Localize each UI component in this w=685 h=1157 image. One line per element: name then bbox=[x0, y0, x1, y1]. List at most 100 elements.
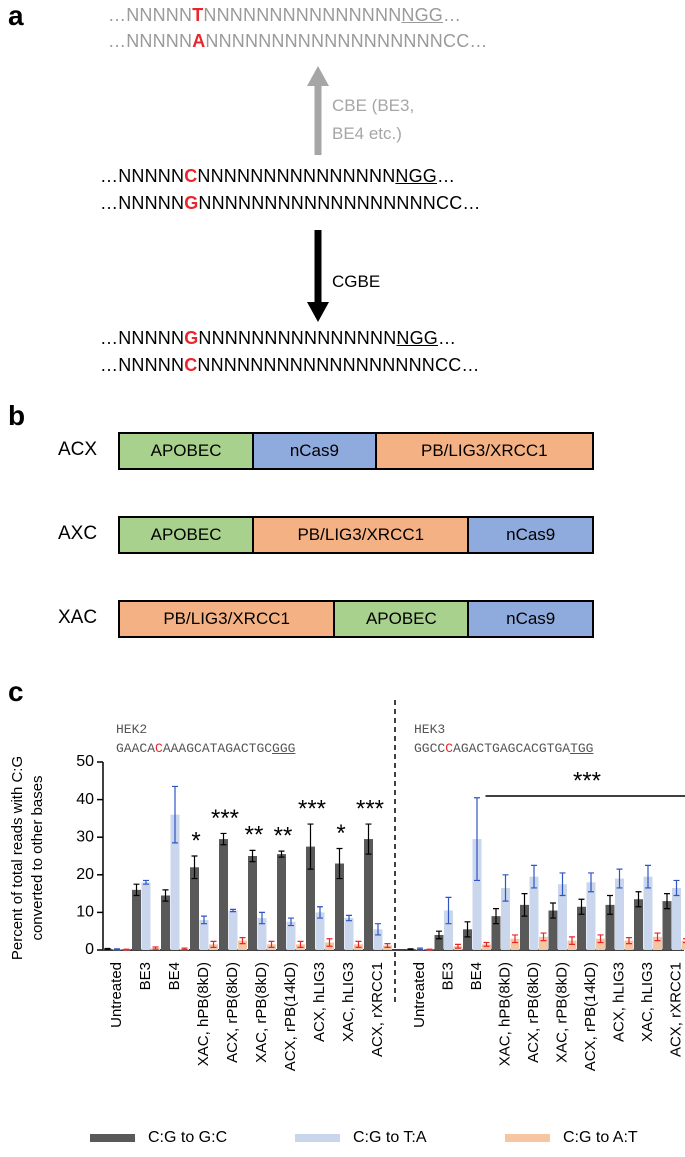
construct: APOBEC nCas9 PB/LIG3/XRCC1 bbox=[118, 432, 594, 470]
bar bbox=[238, 940, 247, 950]
bar bbox=[482, 944, 491, 950]
x-tick-label: XAC, rPB(8kD) bbox=[253, 962, 270, 1063]
sequence-part: G bbox=[184, 193, 199, 213]
x-tick-label: ACX, hLIG3 bbox=[311, 962, 328, 1042]
bar bbox=[510, 938, 520, 950]
bar bbox=[228, 910, 238, 950]
x-tick-label: ACX, rPB(14kD) bbox=[582, 962, 599, 1071]
bar bbox=[539, 936, 548, 950]
sequence-part: …NNNNN bbox=[100, 166, 185, 186]
error-bar bbox=[559, 872, 566, 897]
error-bar bbox=[683, 938, 685, 944]
error-bar bbox=[123, 948, 130, 951]
error-bar bbox=[483, 941, 490, 947]
domain: PB/LIG3/XRCC1 bbox=[254, 518, 470, 552]
error-bar bbox=[297, 940, 304, 948]
error-bar bbox=[104, 947, 111, 950]
error-bar bbox=[152, 946, 159, 950]
construct-name: ACX bbox=[58, 439, 98, 460]
bar bbox=[596, 938, 605, 950]
sequence-part: NGG bbox=[396, 328, 439, 348]
significance: *** bbox=[573, 767, 601, 794]
error-bar bbox=[607, 894, 613, 915]
y-axis-label: Percent of total reads with C:G bbox=[9, 756, 26, 960]
error-bar bbox=[455, 943, 461, 949]
sequence-part: NNNNNNNNNNNNNNNNNNCC… bbox=[198, 193, 481, 213]
domain: PB/LIG3/XRCC1 bbox=[376, 434, 592, 468]
significance: *** bbox=[211, 805, 239, 832]
x-tick-label: XAC, hLIG3 bbox=[340, 962, 357, 1042]
error-bar bbox=[133, 883, 140, 897]
sequence-part: NGG bbox=[395, 166, 438, 186]
error-bar bbox=[673, 879, 680, 897]
sequence-strand: …NNNNNGNNNNNNNNNNNNNNNNGG… bbox=[100, 328, 456, 349]
x-tick-label: XAC, rPB(8kD) bbox=[553, 962, 570, 1063]
panel-label: c bbox=[8, 676, 24, 707]
error-bar bbox=[336, 847, 343, 880]
site-sequence: GGCCCAGACTGAGCACGTGATGG bbox=[414, 741, 593, 756]
arrow-head bbox=[307, 302, 329, 322]
sequence-part: AAAGCATAGACTGC bbox=[162, 741, 273, 756]
legend-label: C:G to G:C bbox=[148, 1129, 227, 1146]
error-bar bbox=[259, 911, 265, 925]
domain: nCas9 bbox=[469, 518, 592, 552]
y-tick-label: 40 bbox=[76, 791, 94, 808]
sequence-strand: …NNNNNANNNNNNNNNNNNNNNNNNCC… bbox=[108, 31, 488, 52]
error-bar bbox=[521, 893, 528, 917]
domain: PB/LIG3/XRCC1 bbox=[120, 602, 336, 636]
domain: nCas9 bbox=[469, 602, 592, 636]
bar bbox=[662, 901, 672, 950]
error-bar bbox=[278, 850, 285, 858]
significance: * bbox=[336, 820, 345, 847]
site-sequence: GAACACAAAGCATAGACTGCGGG bbox=[116, 741, 295, 756]
sequence-part: C bbox=[445, 741, 454, 756]
bar bbox=[248, 856, 257, 950]
error-bar bbox=[436, 930, 442, 940]
error-bar bbox=[375, 923, 381, 936]
bar bbox=[624, 940, 634, 950]
bar bbox=[520, 904, 529, 950]
error-bar bbox=[268, 940, 275, 948]
domain: APOBEC bbox=[120, 518, 255, 552]
sequence-part: …NNNNN bbox=[108, 31, 193, 51]
error-bar bbox=[230, 908, 236, 913]
bar bbox=[141, 882, 151, 950]
error-bar bbox=[626, 936, 632, 945]
bar bbox=[444, 910, 453, 950]
error-bar bbox=[645, 864, 651, 889]
y-tick-label: 30 bbox=[76, 828, 94, 845]
domain: nCas9 bbox=[254, 434, 377, 468]
legend-label: C:G to T:A bbox=[353, 1129, 427, 1146]
bar bbox=[277, 854, 286, 950]
domain-label: PB/LIG3/XRCC1 bbox=[421, 441, 548, 460]
error-bar bbox=[635, 891, 642, 908]
arrow-label: CGBE bbox=[332, 272, 381, 291]
bar bbox=[615, 878, 624, 950]
x-tick-label: ACX, rPB(8kD) bbox=[525, 962, 542, 1063]
error-bar bbox=[307, 823, 314, 870]
construct-name: AXC bbox=[58, 523, 98, 544]
bar bbox=[286, 921, 296, 950]
error-bar bbox=[616, 868, 623, 889]
bar bbox=[681, 940, 685, 950]
error-bar bbox=[512, 934, 518, 944]
significance: *** bbox=[356, 795, 384, 822]
x-tick-label: XAC, hPB(8kD) bbox=[195, 962, 212, 1066]
bar bbox=[558, 884, 567, 950]
bar bbox=[586, 882, 596, 950]
error-bar bbox=[474, 797, 480, 882]
domain-label: PB/LIG3/XRCC1 bbox=[163, 609, 290, 628]
sequence-part: GGCC bbox=[414, 741, 446, 756]
sequence-part: T bbox=[192, 5, 204, 25]
bar bbox=[653, 936, 662, 950]
sequence-part: NNNNNNNNNNNNNNN bbox=[198, 328, 397, 348]
y-tick-label: 0 bbox=[85, 941, 94, 958]
y-tick-label: 50 bbox=[76, 753, 94, 770]
bar bbox=[335, 863, 344, 950]
arrow-head bbox=[307, 66, 329, 86]
error-bar bbox=[384, 943, 391, 948]
x-tick-label: BE3 bbox=[137, 962, 154, 990]
significance: ** bbox=[274, 822, 293, 849]
sequence-part: NGG bbox=[401, 5, 444, 25]
